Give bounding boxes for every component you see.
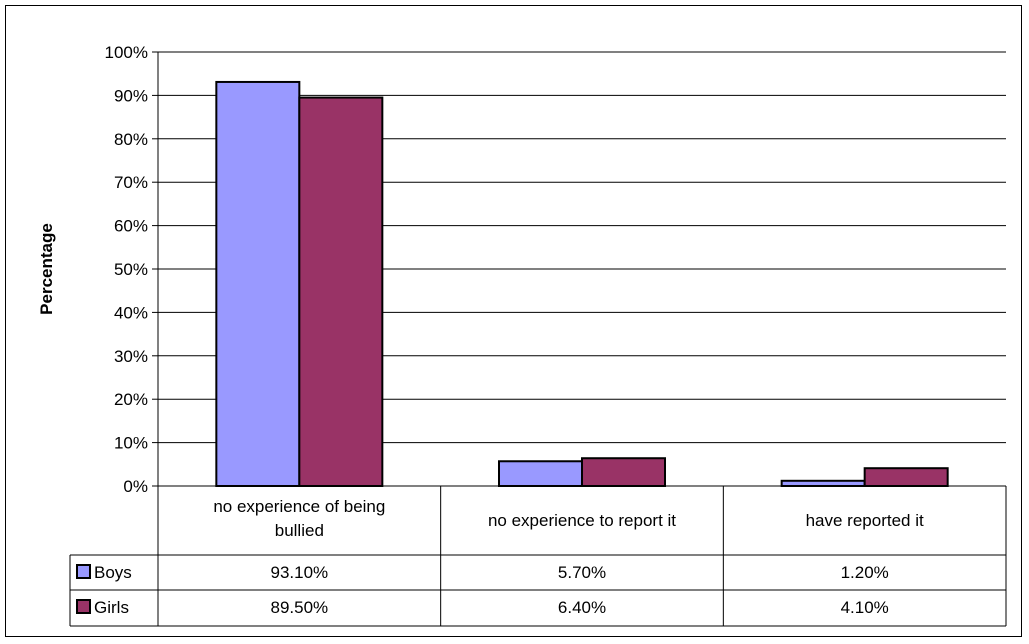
legend-swatch-boys <box>76 564 91 579</box>
y-tick-label: 90% <box>114 86 148 105</box>
bar-girls <box>863 467 949 487</box>
bar-boys <box>780 479 866 487</box>
y-tick-label: 10% <box>114 434 148 453</box>
data-value-label: 89.50% <box>270 598 328 617</box>
legend-label: Girls <box>94 598 129 617</box>
x-category-label: no experience of being <box>213 497 385 516</box>
legend-swatch-girls <box>76 599 91 614</box>
y-tick-label: 100% <box>105 43 148 62</box>
y-tick-label: 50% <box>114 260 148 279</box>
y-tick-label: 0% <box>123 477 148 496</box>
y-tick-label: 60% <box>114 217 148 236</box>
y-tick-label: 40% <box>114 303 148 322</box>
y-tick-label: 20% <box>114 390 148 409</box>
bar-boys <box>215 80 301 487</box>
data-value-label: 6.40% <box>558 598 606 617</box>
x-category-label: bullied <box>275 521 324 540</box>
data-value-label: 1.20% <box>841 563 889 582</box>
data-value-label: 93.10% <box>270 563 328 582</box>
y-tick-label: 30% <box>114 347 148 366</box>
bar-girls <box>298 96 384 487</box>
x-category-label: no experience to report it <box>488 511 676 530</box>
y-tick-label: 80% <box>114 130 148 149</box>
y-tick-label: 70% <box>114 173 148 192</box>
bar-boys <box>498 460 583 487</box>
chart-frame <box>5 5 1022 637</box>
legend-label: Boys <box>94 563 132 582</box>
y-axis-title: Percentage <box>37 223 56 315</box>
data-value-label: 5.70% <box>558 563 606 582</box>
x-category-label: have reported it <box>806 511 924 530</box>
data-value-label: 4.10% <box>841 598 889 617</box>
bar-girls <box>581 457 666 487</box>
